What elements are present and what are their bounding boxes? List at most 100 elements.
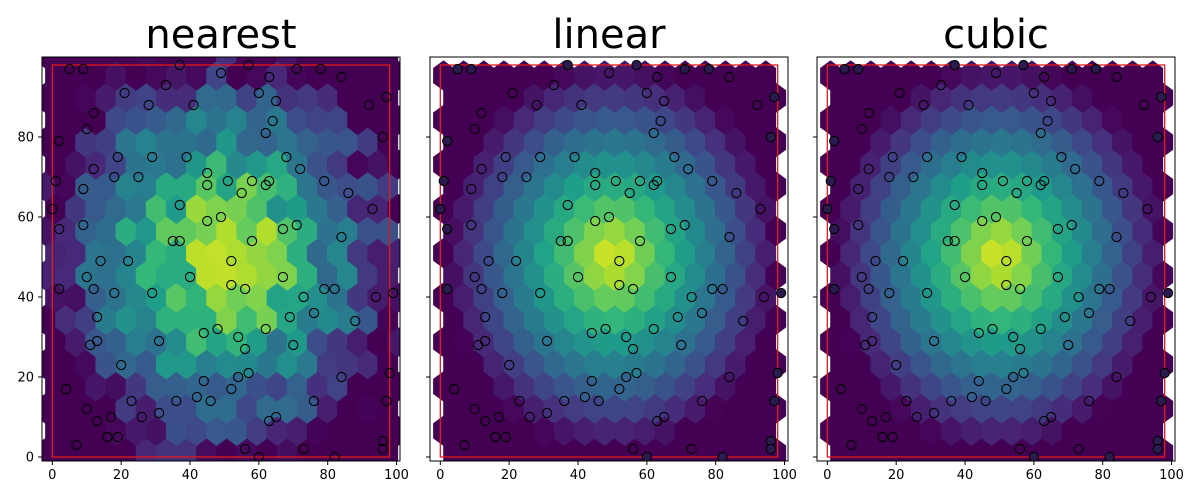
data-point	[679, 63, 690, 75]
data-point	[78, 183, 89, 195]
data-point	[215, 211, 227, 223]
data-point	[377, 443, 388, 455]
data-point	[112, 151, 123, 163]
data-point	[233, 371, 244, 383]
hexbin-cell	[155, 57, 177, 69]
data-point	[54, 135, 65, 147]
data-point	[1104, 283, 1115, 295]
data-point	[497, 287, 508, 299]
data-point	[479, 311, 491, 323]
data-point	[109, 287, 120, 299]
hexbin-cell	[377, 57, 399, 69]
data-point	[1145, 291, 1157, 303]
hexbin-cell	[337, 57, 358, 69]
data-point	[466, 183, 477, 195]
data-point	[980, 395, 991, 407]
data-point	[174, 235, 185, 247]
hexbin-cell	[1142, 60, 1164, 91]
data-point	[655, 115, 666, 127]
data-point	[329, 283, 340, 295]
data-point	[631, 367, 642, 379]
hexbin-cell	[95, 57, 117, 69]
data-point	[1018, 367, 1029, 379]
data-point	[291, 63, 302, 75]
plot-area	[820, 59, 1174, 461]
data-point	[1111, 71, 1122, 83]
data-point	[122, 255, 134, 267]
data-point	[1042, 115, 1053, 127]
data-point	[476, 107, 487, 119]
data-point	[772, 367, 783, 379]
data-point	[1011, 187, 1022, 199]
data-point	[81, 271, 92, 283]
data-point	[81, 123, 92, 135]
x-tick-label: 0	[48, 468, 56, 483]
hexbin-cell	[196, 57, 217, 69]
data-point	[731, 187, 742, 199]
data-point	[500, 151, 511, 163]
data-point	[226, 279, 237, 291]
data-point	[381, 395, 392, 407]
hexbin-cell	[55, 57, 76, 69]
data-point	[1035, 323, 1046, 335]
hexbin-cell	[216, 57, 238, 69]
data-point	[452, 63, 463, 75]
data-point	[191, 391, 203, 403]
data-point	[1063, 339, 1074, 351]
x-tick-label: 60	[639, 468, 656, 483]
data-point	[1028, 87, 1040, 99]
data-point	[153, 407, 165, 419]
data-point	[839, 63, 850, 75]
data-point	[1059, 311, 1070, 323]
data-point	[593, 395, 604, 407]
data-point	[822, 203, 833, 215]
data-point	[901, 395, 912, 407]
data-point	[308, 307, 320, 319]
hexbin-cell	[135, 57, 157, 69]
data-point	[621, 331, 632, 343]
x-tick-label: 40	[182, 468, 199, 483]
x-tick-label: 40	[570, 468, 587, 483]
data-point	[966, 391, 978, 403]
data-point	[205, 395, 216, 407]
data-point	[562, 235, 573, 247]
data-point	[853, 219, 864, 231]
data-point	[665, 271, 677, 283]
data-point	[319, 283, 330, 295]
data-point	[652, 71, 663, 83]
data-point	[959, 271, 971, 283]
hexbin-cell	[755, 60, 777, 91]
data-point	[377, 435, 388, 447]
data-point	[264, 175, 275, 187]
data-point	[541, 407, 553, 419]
axes-frame	[429, 56, 789, 462]
data-point	[765, 443, 776, 455]
data-point	[459, 439, 470, 451]
data-point	[590, 179, 601, 191]
data-point	[775, 287, 787, 299]
panel-title: cubic	[943, 12, 1049, 58]
data-point	[990, 67, 1002, 79]
data-point	[856, 403, 867, 415]
plot-area	[42, 57, 400, 461]
data-point	[703, 63, 714, 75]
data-point	[319, 175, 330, 187]
hexbin-cell	[316, 57, 338, 69]
data-point	[246, 235, 258, 247]
data-point	[277, 223, 289, 235]
data-point	[590, 215, 601, 227]
data-point	[226, 255, 237, 267]
data-point	[870, 255, 881, 267]
data-point	[102, 431, 113, 443]
data-point	[717, 283, 728, 295]
data-point	[47, 203, 58, 215]
data-point	[212, 323, 223, 335]
data-point	[510, 255, 522, 267]
data-point	[109, 171, 120, 183]
data-point	[1045, 95, 1057, 107]
data-point	[707, 283, 718, 295]
data-point	[1008, 331, 1019, 343]
data-point	[136, 411, 147, 423]
hexbin-cell	[75, 57, 97, 69]
data-point	[891, 359, 902, 371]
